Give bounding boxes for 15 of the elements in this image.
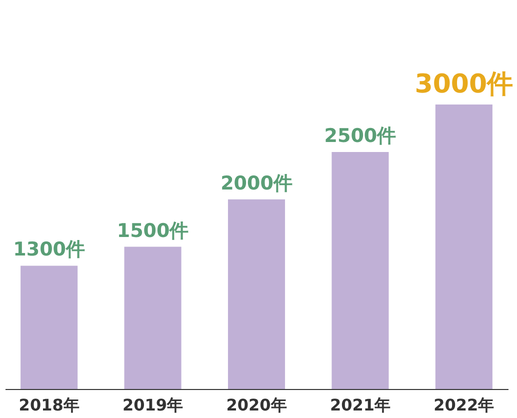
data-label: 2500件 xyxy=(324,124,396,147)
x-tick-label: 2022年 xyxy=(434,396,494,414)
x-tick-label: 2021年 xyxy=(330,396,390,414)
x-tick-label: 2018年 xyxy=(18,396,80,414)
bar xyxy=(228,199,286,389)
data-label: 1300件 xyxy=(13,238,86,261)
data-label: 1500件 xyxy=(116,220,189,242)
data-label: 3000件 xyxy=(414,70,514,100)
x-tick-label: 2020年 xyxy=(226,396,287,414)
bar xyxy=(435,104,492,389)
data-label: 2000件 xyxy=(220,172,292,194)
bar xyxy=(124,246,182,389)
x-tick-label: 2019年 xyxy=(122,396,184,414)
bar xyxy=(332,152,389,389)
bar xyxy=(20,266,78,389)
